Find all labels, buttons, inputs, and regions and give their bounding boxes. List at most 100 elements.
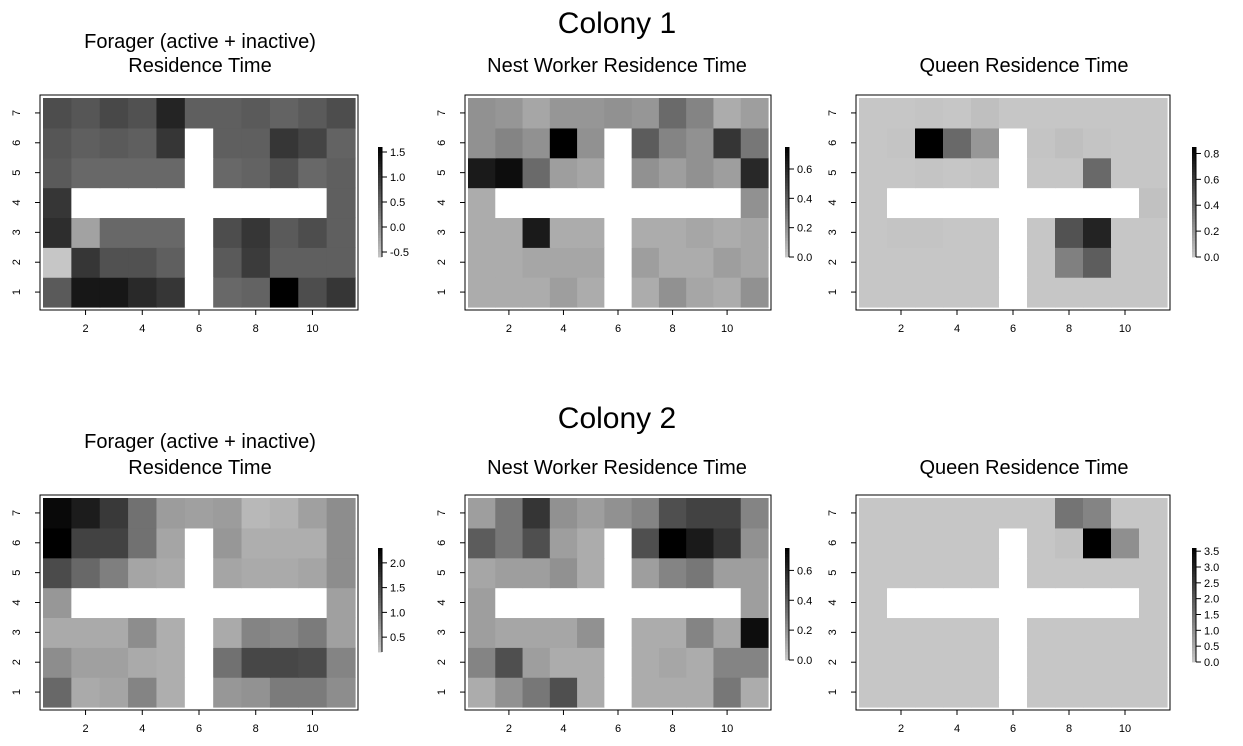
y-tick-label: 1 <box>11 289 23 295</box>
colorbar-step <box>785 254 789 258</box>
heatmap-cell <box>269 127 299 159</box>
heatmap-cell <box>1111 527 1140 559</box>
blank-cell <box>184 647 214 678</box>
blank-cell <box>887 187 916 219</box>
colorbar-step <box>1192 229 1196 233</box>
heatmap-cell <box>298 617 328 648</box>
blank-cell <box>1027 587 1056 619</box>
colorbar-step <box>378 213 382 217</box>
colorbar-step <box>378 237 382 241</box>
y-tick-label: 6 <box>827 540 839 546</box>
colorbar-step <box>1192 642 1196 646</box>
blank-cell <box>686 187 715 219</box>
colorbar-step <box>785 155 789 159</box>
heatmap-cell <box>43 98 72 129</box>
heatmap-cell <box>213 647 243 678</box>
colorbar-step <box>378 561 382 564</box>
heatmap-cell <box>943 277 972 308</box>
colorbar-step <box>785 562 789 566</box>
heatmap-cell <box>468 187 496 219</box>
y-tick-label: 3 <box>827 629 839 635</box>
blank-cell <box>184 157 214 189</box>
blank-cell <box>495 187 524 219</box>
colorbar-step <box>378 254 382 258</box>
colorbar-step <box>785 590 789 594</box>
blank-cell <box>604 157 633 189</box>
heatmap-cell <box>549 617 578 648</box>
colorbar-step <box>785 152 789 156</box>
heatmap-cell <box>915 647 944 678</box>
colorbar-step <box>378 592 382 596</box>
colorbar-tick-label: 1.0 <box>390 172 405 184</box>
heatmap-cell <box>99 647 129 678</box>
colorbar-step <box>1192 599 1196 603</box>
colorbar-step <box>378 196 382 200</box>
heatmap-cell <box>495 98 524 129</box>
heatmap-cell <box>943 498 972 529</box>
colorbar-step <box>1192 174 1196 178</box>
heatmap-cell <box>1083 157 1112 189</box>
blank-cell <box>184 677 214 708</box>
colorbar-tick-label: 0.0 <box>390 222 405 234</box>
heatmap-cell <box>213 157 243 189</box>
colorbar-step <box>1192 548 1196 552</box>
colorbar-step <box>378 571 382 575</box>
heatmap-cell <box>1083 557 1112 589</box>
colorbar-step <box>1192 639 1196 643</box>
blank-cell <box>99 187 129 219</box>
colorbar-step <box>785 171 789 175</box>
heatmap-cell <box>1139 98 1168 129</box>
blank-cell <box>631 587 660 619</box>
blank-cell <box>184 187 214 219</box>
heatmap-cell <box>99 527 129 559</box>
colorbar-step <box>378 199 382 203</box>
heatmap-cell <box>686 557 715 589</box>
colorbar-step <box>785 232 789 236</box>
heatmap-cell <box>156 647 186 678</box>
colorbar-tick-label: 0.8 <box>1204 148 1219 160</box>
blank-cell <box>604 617 633 648</box>
colorbar-step <box>378 188 382 192</box>
colorbar-step <box>785 648 789 652</box>
heatmap-cell <box>298 98 328 129</box>
heatmap-cell <box>156 98 186 129</box>
blank-cell <box>604 217 633 248</box>
heatmap-cell <box>859 247 888 278</box>
heatmap-cell <box>213 247 243 278</box>
heatmap-cell <box>468 587 496 619</box>
colorbar-step <box>1192 235 1196 239</box>
colorbar-step <box>378 628 382 632</box>
heatmap-cell <box>43 127 72 159</box>
colorbar-step <box>785 218 789 222</box>
y-tick-label: 6 <box>827 140 839 146</box>
heatmap-panel: Forager (active + inactive) Residence Tim… <box>11 431 405 735</box>
heatmap-cell <box>326 217 356 248</box>
blank-cell <box>184 217 214 248</box>
y-tick-label: 3 <box>827 229 839 235</box>
heatmap-cell <box>971 647 1000 678</box>
colorbar-step <box>1192 647 1196 651</box>
x-tick-label: 10 <box>306 323 318 335</box>
heatmap-cell <box>99 98 129 129</box>
colorbar-step <box>1192 565 1196 569</box>
heatmap-cell <box>658 157 687 189</box>
heatmap-cell <box>99 277 129 308</box>
panel-title: Residence Time <box>128 457 271 479</box>
colorbar-step <box>378 193 382 197</box>
blank-cell <box>577 587 605 619</box>
blank-cell <box>71 587 101 619</box>
heatmap-cell <box>1139 277 1168 308</box>
colorbar-tick-label: 0.0 <box>1204 657 1219 669</box>
heatmap-cell <box>1111 498 1140 529</box>
colorbar-step <box>785 612 789 616</box>
heatmap-cell <box>71 98 101 129</box>
heatmap-cell <box>468 677 496 708</box>
heatmap-cell <box>740 277 769 308</box>
heatmap-cell <box>971 617 1000 648</box>
colorbar-step <box>1192 204 1196 208</box>
y-tick-label: 7 <box>827 510 839 516</box>
blank-cell <box>128 587 158 619</box>
heatmap-cell <box>326 247 356 278</box>
y-tick-label: 3 <box>436 629 448 635</box>
